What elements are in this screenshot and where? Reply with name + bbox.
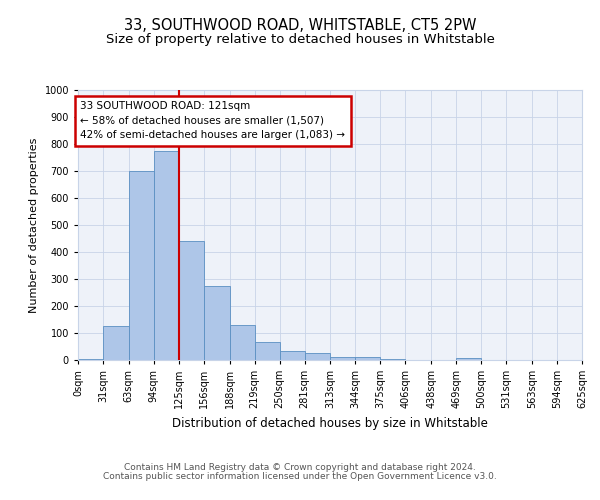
Text: 33, SOUTHWOOD ROAD, WHITSTABLE, CT5 2PW: 33, SOUTHWOOD ROAD, WHITSTABLE, CT5 2PW xyxy=(124,18,476,32)
Y-axis label: Number of detached properties: Number of detached properties xyxy=(29,138,39,312)
Text: Contains public sector information licensed under the Open Government Licence v3: Contains public sector information licen… xyxy=(103,472,497,481)
Text: Size of property relative to detached houses in Whitstable: Size of property relative to detached ho… xyxy=(106,32,494,46)
Bar xyxy=(204,286,230,360)
Bar xyxy=(230,325,254,360)
X-axis label: Distribution of detached houses by size in Whitstable: Distribution of detached houses by size … xyxy=(172,416,488,430)
Bar xyxy=(154,151,179,360)
Bar xyxy=(179,241,204,360)
Bar xyxy=(280,350,305,360)
Bar xyxy=(78,358,103,360)
Text: 33 SOUTHWOOD ROAD: 121sqm
← 58% of detached houses are smaller (1,507)
42% of se: 33 SOUTHWOOD ROAD: 121sqm ← 58% of detac… xyxy=(80,101,346,140)
Bar xyxy=(355,357,380,360)
Bar xyxy=(380,358,406,360)
Bar xyxy=(103,326,129,360)
Bar xyxy=(129,171,154,360)
Bar xyxy=(456,358,481,360)
Bar xyxy=(305,353,331,360)
Text: Contains HM Land Registry data © Crown copyright and database right 2024.: Contains HM Land Registry data © Crown c… xyxy=(124,464,476,472)
Bar xyxy=(254,342,280,360)
Bar xyxy=(331,357,355,360)
